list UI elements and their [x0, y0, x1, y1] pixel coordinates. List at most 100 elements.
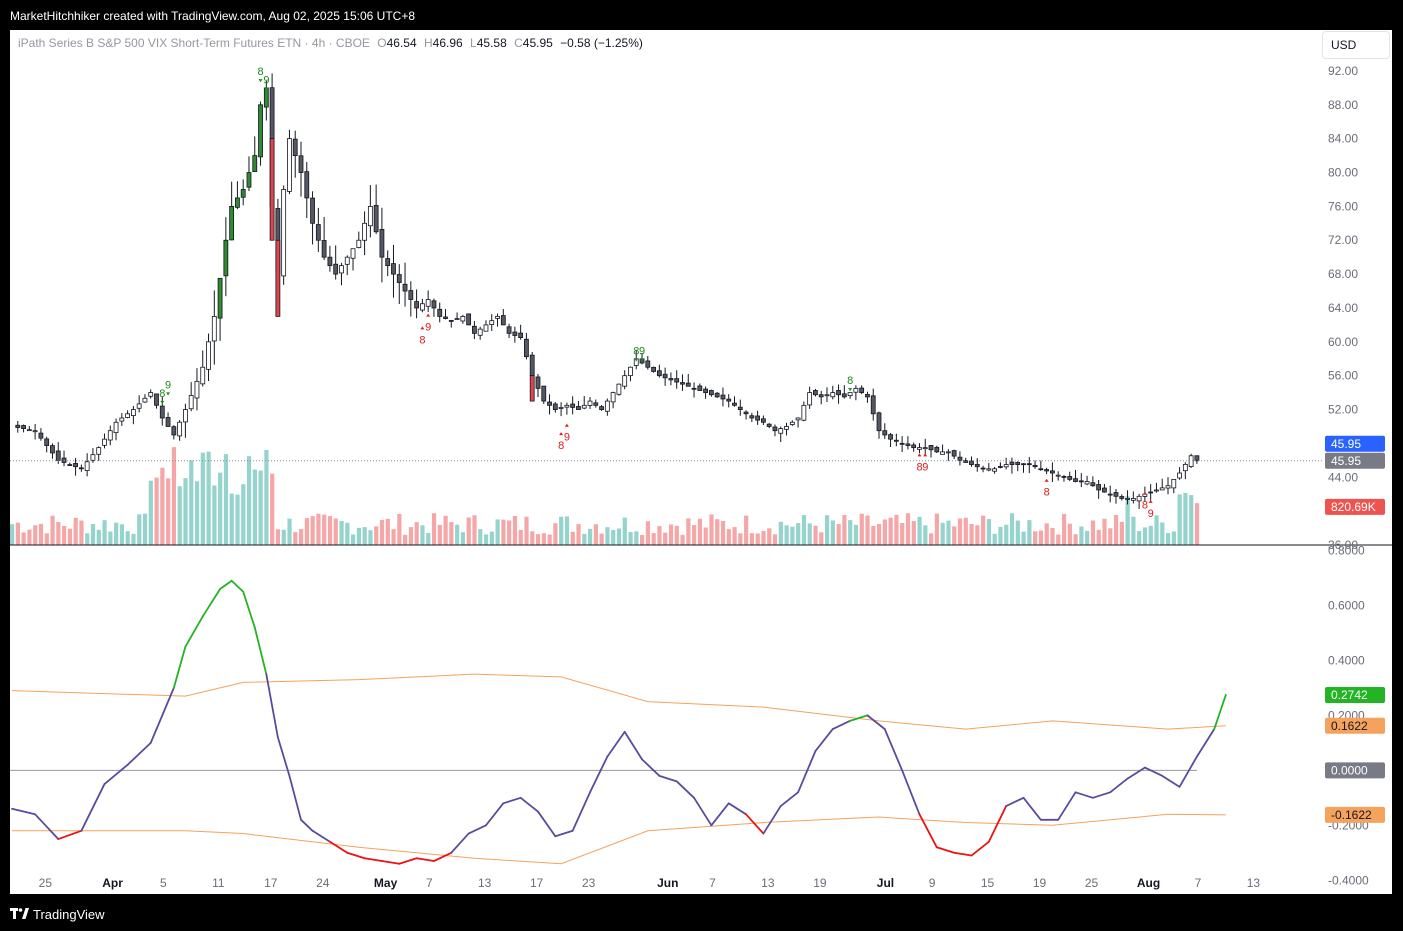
volume-tag: 820.69K — [1331, 500, 1376, 514]
volume-bar — [142, 513, 148, 545]
volume-bar — [1033, 531, 1038, 545]
volume-bar — [1108, 528, 1113, 545]
candle-body — [535, 376, 541, 389]
candle-body — [252, 155, 258, 172]
candle-body — [1021, 463, 1026, 466]
candle-body — [1061, 476, 1067, 478]
price-axis-label: 44.00 — [1328, 470, 1358, 484]
attribution-bar: MarketHitchhiker created with TradingVie… — [0, 0, 1403, 30]
volume-bar — [628, 531, 633, 545]
chart-panel[interactable]: 9 8 8 9 9 8 8 9 8 9 8 8 9 8 8 9 92.00 88.00 84.00 80.00 76.0… — [10, 30, 1392, 894]
signal-arrow — [559, 432, 564, 436]
volume-bar — [345, 522, 350, 545]
price-axis-label: 52.00 — [1328, 403, 1358, 417]
currency-button[interactable]: USD — [1322, 31, 1390, 59]
osc-axis-label: 0.8000 — [1328, 543, 1365, 557]
candle-body — [997, 466, 1003, 468]
volume-bar — [744, 515, 749, 545]
candle-body — [200, 366, 206, 385]
candle-body — [749, 415, 755, 419]
volume-bar — [541, 533, 546, 545]
volume-bar — [426, 533, 431, 545]
volume-bar — [489, 531, 494, 545]
volume-bar — [599, 533, 604, 545]
volume-bar — [1027, 520, 1032, 545]
volume-bar — [1189, 495, 1194, 545]
candle-body — [419, 303, 425, 311]
candle-body — [431, 300, 437, 309]
volume-bar — [940, 522, 945, 545]
price-axis-label: 72.00 — [1328, 233, 1358, 247]
oscillator-segment — [1161, 774, 1181, 788]
volume-bar — [576, 524, 581, 545]
candle-body — [830, 392, 836, 398]
volume-bar — [449, 522, 454, 545]
open-label: O — [377, 36, 387, 50]
volume-bar — [258, 470, 263, 545]
oscillator-segment — [363, 857, 383, 862]
candle-body — [818, 394, 824, 398]
upper-band-line — [11, 673, 1226, 730]
volume-bar — [437, 524, 442, 545]
time-axis-label: Apr — [102, 876, 123, 890]
volume-bar — [1102, 518, 1107, 545]
candle-body — [402, 283, 408, 292]
candle-body — [761, 418, 766, 423]
candle-body — [1194, 455, 1200, 462]
candle-body — [841, 393, 847, 398]
candle-body — [263, 87, 269, 108]
signal-label: 9 — [165, 379, 171, 391]
candle-body — [564, 404, 570, 408]
candle-body — [518, 332, 524, 338]
signal-arrow — [564, 423, 569, 427]
volume-bar — [131, 533, 136, 545]
lower-band-line — [12, 813, 1226, 865]
oscillator-segment — [519, 796, 539, 813]
volume-bar — [1056, 534, 1061, 545]
candle-body — [899, 442, 905, 445]
candle-body — [870, 395, 876, 415]
candle-body — [1003, 464, 1009, 468]
volume-bar — [645, 521, 650, 545]
oscillator-segment — [1074, 791, 1094, 799]
volume-bar — [738, 533, 743, 545]
oscillator-segment — [883, 728, 904, 772]
candle-body — [310, 197, 315, 224]
candle-body — [73, 463, 78, 468]
candle-body — [281, 189, 287, 277]
candle-body — [443, 316, 448, 319]
candle-body — [136, 403, 142, 409]
candle-body — [737, 406, 743, 410]
candle-body — [778, 428, 784, 434]
volume-bar — [310, 516, 315, 545]
zero-tag-bg — [1325, 762, 1385, 779]
signal-label: 8 — [558, 440, 564, 452]
volume-bar — [431, 513, 437, 545]
oscillator-segment — [219, 579, 233, 590]
candle-body — [922, 447, 928, 450]
candle-body — [177, 421, 183, 437]
close-price-tag: 45.95 — [1331, 454, 1361, 468]
volume-bar — [10, 524, 15, 545]
oscillator-segment — [311, 829, 331, 843]
tradingview-brand: TradingView — [33, 907, 105, 922]
candle-body — [78, 467, 84, 470]
volume-bar — [553, 523, 558, 545]
candle-body — [622, 375, 628, 387]
candle-body — [714, 392, 720, 398]
volume-bar — [119, 524, 125, 545]
oscillator-segment — [745, 813, 765, 835]
candle-body — [951, 450, 957, 457]
volume-bar — [200, 452, 205, 545]
candle-body — [1096, 484, 1102, 491]
volume-bar — [495, 519, 500, 545]
oscillator-segment — [606, 730, 626, 758]
oscillator-segment — [328, 840, 349, 854]
volume-bar — [767, 528, 772, 545]
volume-bar — [460, 532, 466, 545]
signal-arrow — [1044, 478, 1049, 482]
oscillator-segment — [1126, 766, 1146, 780]
signal-label: 8 — [419, 334, 425, 346]
candle-body — [107, 430, 113, 441]
